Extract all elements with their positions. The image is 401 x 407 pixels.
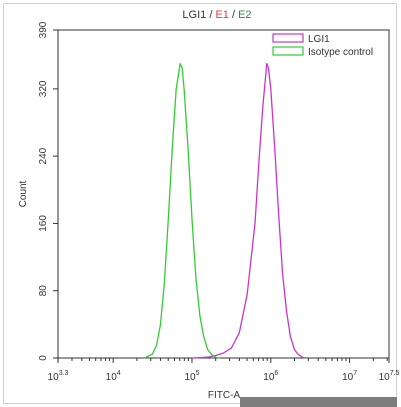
plot-area <box>57 29 390 359</box>
y-axis-label: Count <box>18 180 29 207</box>
legend-swatch-0 <box>272 33 304 43</box>
title-part-4: E2 <box>238 9 251 21</box>
title-part-1: / <box>206 9 215 21</box>
x-tick-label: 104 <box>106 370 121 383</box>
x-tick-label: 106 <box>263 370 278 383</box>
y-tick-label: 390 <box>38 21 49 38</box>
y-tick-label: 320 <box>38 80 49 97</box>
legend-swatch-1 <box>272 46 304 56</box>
y-tick-label: 240 <box>38 147 49 164</box>
y-tick-label: 80 <box>38 285 49 297</box>
series-layer <box>144 62 307 359</box>
x-tick-label: 105 <box>184 370 199 383</box>
chart-frame <box>3 3 397 404</box>
x-tick-label: 103.3 <box>48 370 69 383</box>
chart-title: LGI1 / E1 / E2 <box>182 9 251 21</box>
title-part-2: E1 <box>215 9 228 21</box>
legend: LGI1 Isotype control <box>272 33 373 58</box>
x-axis-label: FITC-A <box>208 390 241 401</box>
title-part-3: / <box>229 9 238 21</box>
series-line-1 <box>144 62 220 359</box>
legend-label-0: LGI1 <box>308 34 330 45</box>
x-axis-ticks: 103.3 104 105 106 107 107.5 <box>48 358 400 383</box>
title-part-0: LGI1 <box>182 9 206 21</box>
series-line-0 <box>191 62 307 359</box>
y-tick-label: 160 <box>38 215 49 232</box>
legend-label-1: Isotype control <box>308 47 373 58</box>
y-tick-label: 0 <box>38 355 49 361</box>
x-tick-label: 107 <box>342 370 357 383</box>
horizontal-scrollbar[interactable] <box>240 397 397 407</box>
x-tick-label: 107.5 <box>379 370 400 383</box>
y-axis-ticks: 0 80 160 240 320 390 <box>38 21 58 361</box>
